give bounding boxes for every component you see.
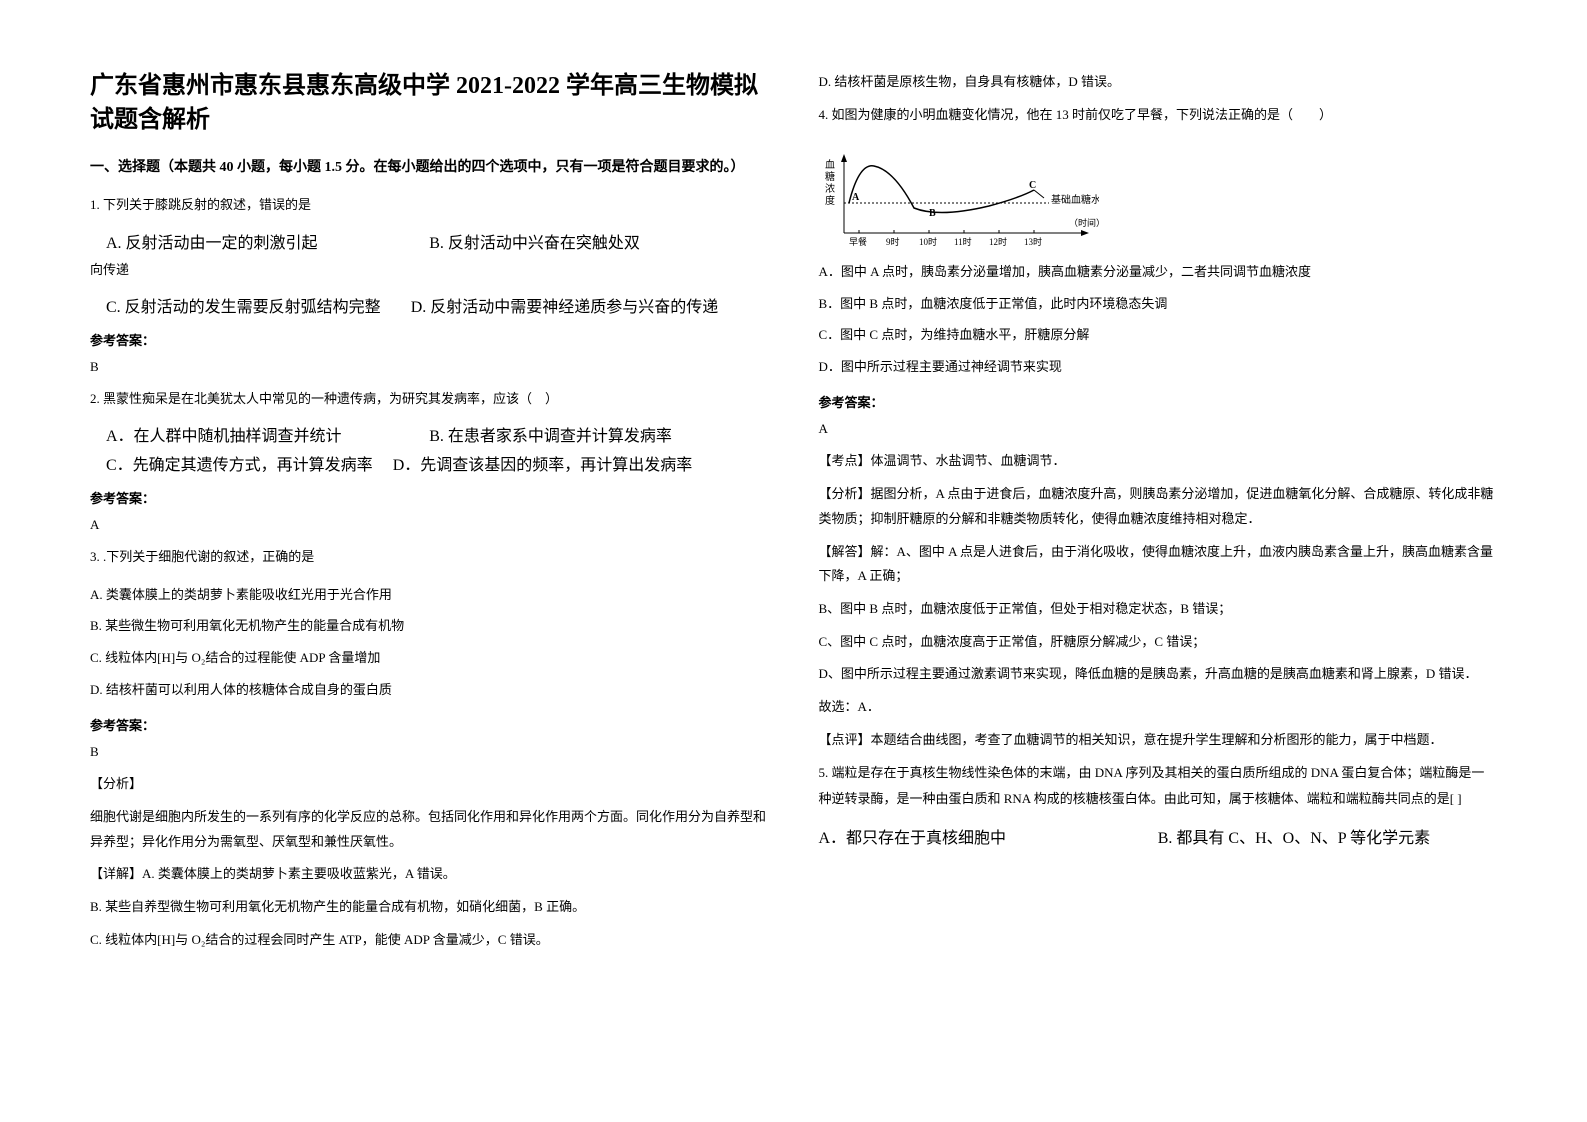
q3-analysis-label: 【分析】 [90, 772, 769, 797]
q1-optB-cont: 向传递 [90, 258, 769, 281]
chart-xlabel: （时间） [1069, 217, 1099, 228]
q4-optC: C．图中 C 点时，为维持血糖水平，肝糖原分解 [819, 321, 1498, 350]
q3-answer-label: 参考答案： [90, 715, 769, 734]
blood-sugar-chart: 血 糖 浓 度 A B C 基础血糖水平 （时间） 早餐 9时 10时 11时 … [819, 148, 1099, 248]
svg-text:A: A [852, 192, 860, 203]
q2-optC: C．先确定其遗传方式，再计算发病率 [90, 451, 373, 475]
question-3-stem: 3. .下列关于细胞代谢的叙述，正确的是 [90, 545, 769, 568]
svg-text:度: 度 [825, 194, 835, 207]
q2-answer: A [90, 517, 769, 533]
svg-text:浓: 浓 [825, 183, 835, 195]
q4-guxuan: 故选：A． [819, 695, 1498, 720]
q2-optD: D．先调查该基因的频率，再计算出发病率 [393, 451, 693, 475]
q4-jiedaC: C、图中 C 点时，血糖浓度高于正常值，肝糖原分解减少，C 错误； [819, 630, 1498, 655]
chart-baseline-label: 基础血糖水平 [1051, 193, 1099, 206]
q4-kaodian: 【考点】体温调节、水盐调节、血糖调节． [819, 449, 1498, 474]
question-2-stem: 2. 黑蒙性痴呆是在北美犹太人中常见的一种遗传病，为研究其发病率，应该（ ） [90, 387, 769, 410]
right-column: D. 结核杆菌是原核生物，自身具有核糖体，D 错误。 4. 如图为健康的小明血糖… [819, 70, 1498, 1052]
q3-detailC: C. 线粒体内[H]与 O₂结合的过程会同时产生 ATP，能使 ADP 含量减少… [90, 928, 769, 953]
q1-optD: D. 反射活动中需要神经递质参与兴奋的传递 [411, 293, 719, 317]
q4-fenxi: 【分析】据图分析，A 点由于进食后，血糖浓度升高，则胰岛素分泌增加，促进血糖氧化… [819, 482, 1498, 531]
svg-text:10时: 10时 [919, 236, 937, 247]
q3-analysis: 细胞代谢是细胞内所发生的一系列有序的化学反应的总称。包括同化作用和异化作用两个方… [90, 805, 769, 854]
q1-answer-label: 参考答案： [90, 330, 769, 349]
q3-optC: C. 线粒体内[H]与 O₂结合的过程能使 ADP 含量增加 [90, 644, 769, 673]
q3-detailD: D. 结核杆菌是原核生物，自身具有核糖体，D 错误。 [819, 70, 1498, 95]
q5-optB: B. 都具有 C、H、O、N、P 等化学元素 [1158, 824, 1497, 848]
q4-jiedaD: D、图中所示过程主要通过激素调节来实现，降低血糖的是胰岛素，升高血糖的是胰高血糖… [819, 662, 1498, 687]
question-5-stem: 5. 端粒是存在于真核生物线性染色体的末端，由 DNA 序列及其相关的蛋白质所组… [819, 760, 1498, 812]
svg-text:C: C [1029, 180, 1036, 191]
left-column: 广东省惠州市惠东县惠东高级中学 2021-2022 学年高三生物模拟试题含解析 … [90, 70, 769, 1052]
q3-optA: A. 类囊体膜上的类胡萝卜素能吸收红光用于光合作用 [90, 581, 769, 610]
q3-answer: B [90, 744, 769, 760]
q3-optB: B. 某些微生物可利用氧化无机物产生的能量合成有机物 [90, 612, 769, 641]
q3-detailB: B. 某些自养型微生物可利用氧化无机物产生的能量合成有机物，如硝化细菌，B 正确… [90, 895, 769, 920]
q2-optA: A．在人群中随机抽样调查并统计 [90, 422, 429, 446]
document-title: 广东省惠州市惠东县惠东高级中学 2021-2022 学年高三生物模拟试题含解析 [90, 70, 769, 137]
svg-text:B: B [929, 208, 936, 219]
chart-ylabel-1: 血 [825, 158, 835, 171]
q1-optA: A. 反射活动由一定的刺激引起 [90, 229, 429, 253]
q2-row1: A．在人群中随机抽样调查并统计 B. 在患者家系中调查并计算发病率 [90, 422, 769, 446]
q4-optB: B．图中 B 点时，血糖浓度低于正常值，此时内环境稳态失调 [819, 290, 1498, 319]
svg-text:糖: 糖 [825, 170, 835, 183]
q1-answer: B [90, 359, 769, 375]
svg-text:早餐: 早餐 [849, 236, 867, 247]
q2-answer-label: 参考答案： [90, 488, 769, 507]
q4-dianping: 【点评】本题结合曲线图，考查了血糖调节的相关知识，意在提升学生理解和分析图形的能… [819, 728, 1498, 753]
question-1-row1: A. 反射活动由一定的刺激引起 B. 反射活动中兴奋在突触处双 [90, 229, 769, 253]
question-1-row2: C. 反射活动的发生需要反射弧结构完整 D. 反射活动中需要神经递质参与兴奋的传… [90, 293, 769, 317]
q3-detailA: 【详解】A. 类囊体膜上的类胡萝卜素主要吸收蓝紫光，A 错误。 [90, 862, 769, 887]
q5-row1: A．都只存在于真核细胞中 B. 都具有 C、H、O、N、P 等化学元素 [819, 824, 1498, 848]
q3-optD: D. 结核杆菌可以利用人体的核糖体合成自身的蛋白质 [90, 676, 769, 705]
question-1-stem: 1. 下列关于膝跳反射的叙述，错误的是 [90, 193, 769, 216]
q4-optA: A．图中 A 点时，胰岛素分泌量增加，胰高血糖素分泌量减少，二者共同调节血糖浓度 [819, 258, 1498, 287]
q2-row2: C．先确定其遗传方式，再计算发病率 D．先调查该基因的频率，再计算出发病率 [90, 451, 769, 475]
q4-jieda: 【解答】解：A、图中 A 点是人进食后，由于消化吸收，使得血糖浓度上升，血液内胰… [819, 540, 1498, 589]
q4-optD: D．图中所示过程主要通过神经调节来实现 [819, 353, 1498, 382]
q4-jiedaB: B、图中 B 点时，血糖浓度低于正常值，但处于相对稳定状态，B 错误； [819, 597, 1498, 622]
section-header: 一、选择题（本题共 40 小题，每小题 1.5 分。在每小题给出的四个选项中，只… [90, 157, 769, 178]
q1-optC: C. 反射活动的发生需要反射弧结构完整 [90, 293, 381, 317]
question-4-stem: 4. 如图为健康的小明血糖变化情况，他在 13 时前仅吃了早餐，下列说法正确的是… [819, 103, 1498, 126]
svg-text:13时: 13时 [1024, 236, 1042, 247]
svg-text:11时: 11时 [954, 236, 972, 247]
q4-answer: A [819, 421, 1498, 437]
q1-optB: B. 反射活动中兴奋在突触处双 [429, 229, 768, 253]
svg-text:9时: 9时 [886, 236, 900, 247]
svg-text:12时: 12时 [989, 236, 1007, 247]
q2-optB: B. 在患者家系中调查并计算发病率 [429, 422, 768, 446]
q4-answer-label: 参考答案： [819, 392, 1498, 411]
q5-optA: A．都只存在于真核细胞中 [819, 824, 1158, 848]
